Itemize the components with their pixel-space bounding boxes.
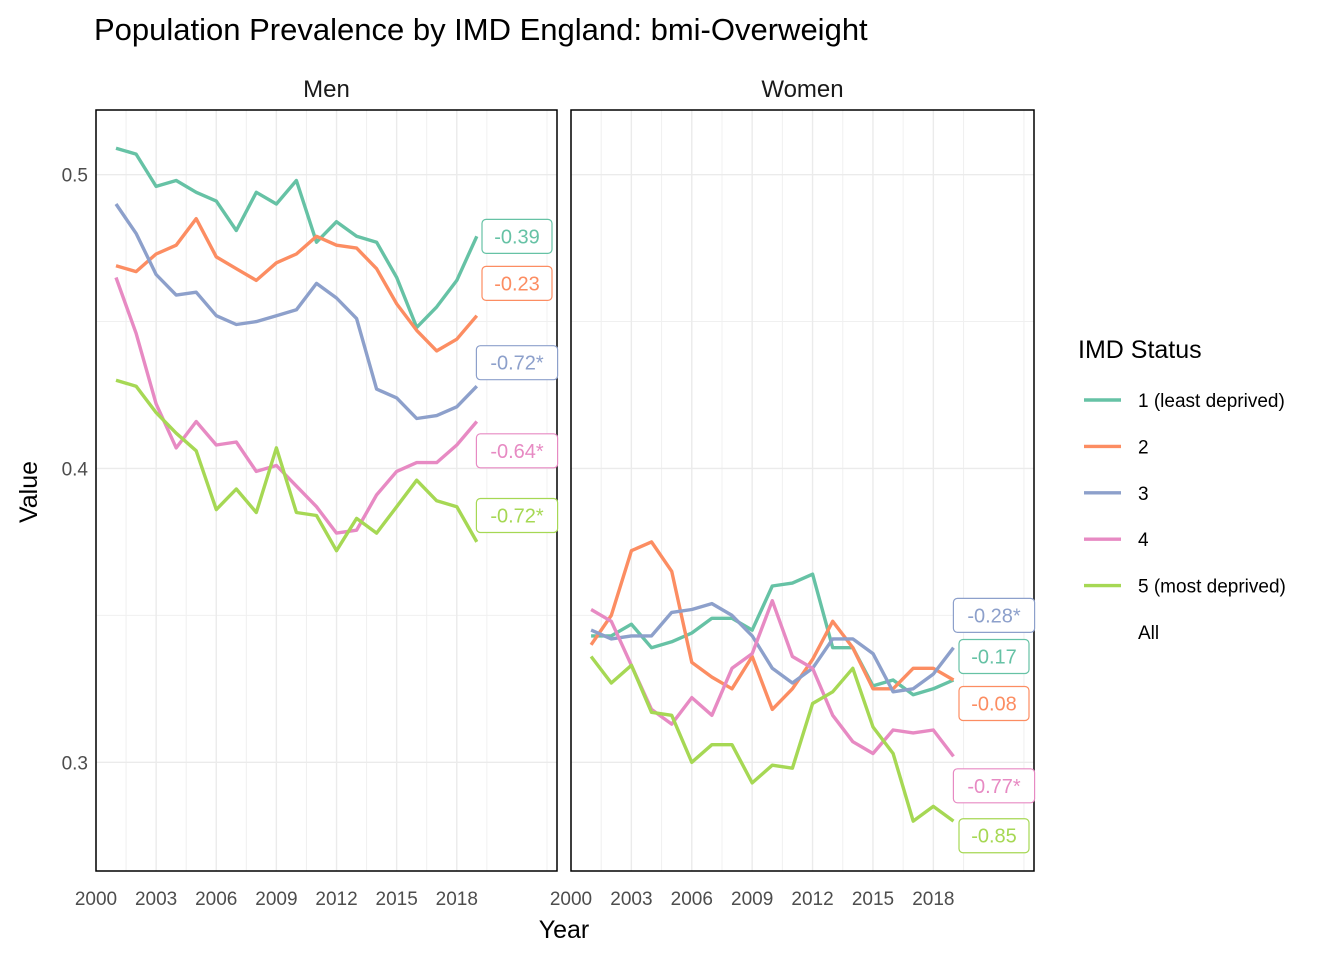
trend-label-text: -0.77*	[967, 776, 1021, 798]
trend-label-text: -0.85	[971, 826, 1017, 848]
x-tick-label: 2012	[315, 889, 357, 910]
panel-border	[95, 109, 558, 872]
y-tick-label: 0.3	[62, 753, 88, 774]
y-axis-title: Value	[15, 461, 43, 523]
x-tick-label: 2006	[195, 889, 237, 910]
series-line-4	[114, 276, 479, 535]
y-tick-label: 0.4	[62, 459, 89, 480]
trend-label: -0.72*	[475, 497, 559, 534]
x-tick-label: 2018	[436, 889, 478, 910]
series-line-3	[114, 203, 479, 421]
trend-label-text: -0.08	[971, 694, 1017, 716]
series-line-1	[115, 146, 479, 330]
legend-item: 5 (most deprived)	[1084, 577, 1286, 598]
trend-label-box	[952, 597, 1036, 633]
trend-label: -0.28*	[952, 597, 1036, 633]
panels: Men 2000 2003 2006 2009 2012 2015 2018 0.3 0.4 0.5…	[62, 76, 1036, 910]
trend-label-box	[475, 497, 559, 534]
legend-label: 4	[1138, 530, 1149, 551]
trend-label: -0.77*	[952, 768, 1036, 804]
x-tick-label: 2003	[135, 889, 177, 910]
trend-label: -0.08	[958, 685, 1030, 722]
series-line-5	[115, 378, 479, 553]
trend-label-box	[481, 265, 553, 301]
trend-label: -0.64*	[475, 433, 559, 469]
trend-label-text: -0.23	[494, 273, 540, 295]
panel-women: Women 2000 2003 2006 2009 2012 2015 2018 -0.17 -0…	[550, 76, 1036, 910]
trend-label-box	[475, 345, 559, 381]
trend-label: -0.72*	[475, 345, 559, 381]
panel-border	[570, 109, 1035, 872]
trend-label: -0.85	[958, 818, 1030, 854]
trend-label-box	[958, 685, 1030, 722]
legend-label: 1 (least deprived)	[1138, 391, 1285, 412]
legend-label: 3	[1138, 484, 1149, 505]
legend-label: 2	[1138, 437, 1149, 458]
legend-label: 5 (most deprived)	[1138, 577, 1286, 598]
trend-label-box	[958, 818, 1030, 854]
trend-label: -0.17	[958, 638, 1030, 675]
x-axis-title: Year	[539, 916, 590, 944]
trend-label-text: -0.17	[971, 647, 1017, 669]
series-line-5	[589, 655, 955, 823]
x-tick-label: 2015	[852, 889, 894, 910]
x-tick-label: 2012	[791, 889, 833, 910]
x-tick-label: 2003	[610, 889, 652, 910]
series-line-3	[590, 601, 955, 694]
trend-label-text: -0.72*	[490, 353, 544, 375]
trend-label-box	[475, 433, 559, 469]
trend-label-box	[958, 638, 1030, 675]
x-tick-label: 2009	[255, 889, 297, 910]
x-tick-label: 2015	[376, 889, 418, 910]
series-line-2	[115, 216, 479, 353]
legend-item: 1 (least deprived)	[1084, 391, 1285, 412]
trend-label: -0.39	[481, 218, 553, 254]
legend-item: All	[1138, 623, 1159, 644]
trend-label-text: -0.28*	[967, 605, 1021, 627]
series-line-4	[590, 599, 955, 758]
panel-strip-label: Men	[303, 76, 350, 103]
y-tick-label: 0.5	[62, 166, 88, 187]
series-line-1	[591, 572, 955, 697]
trend-label-text: -0.72*	[490, 505, 544, 527]
legend-title: IMD Status	[1078, 336, 1202, 364]
trend-label-box	[481, 218, 553, 254]
legend-label: All	[1138, 623, 1159, 644]
x-tick-label: 2018	[912, 889, 954, 910]
series-line-2	[589, 540, 955, 712]
trend-label-text: -0.39	[494, 226, 540, 248]
legend-items: 1 (least deprived) 2 3 4 5 (most deprived) Al…	[1084, 391, 1286, 644]
panel-strip-label: Women	[761, 76, 843, 103]
x-tick-label: 2009	[731, 889, 773, 910]
legend-item: 2	[1084, 437, 1149, 458]
x-tick-label: 2000	[75, 889, 117, 910]
x-tick-label: 2000	[550, 889, 592, 910]
trend-label: -0.23	[481, 265, 553, 301]
chart-title: Population Prevalence by IMD England: bm…	[94, 12, 868, 47]
trend-label-text: -0.64*	[490, 441, 544, 463]
panel-men: Men 2000 2003 2006 2009 2012 2015 2018 0.3 0.4 0.5…	[62, 76, 559, 910]
legend: IMD Status 1 (least deprived) 2 3 4 5 (most …	[1078, 336, 1286, 644]
legend-item: 4	[1084, 530, 1149, 551]
trend-label-box	[952, 768, 1036, 804]
x-tick-label: 2006	[671, 889, 713, 910]
legend-item: 3	[1084, 484, 1149, 505]
